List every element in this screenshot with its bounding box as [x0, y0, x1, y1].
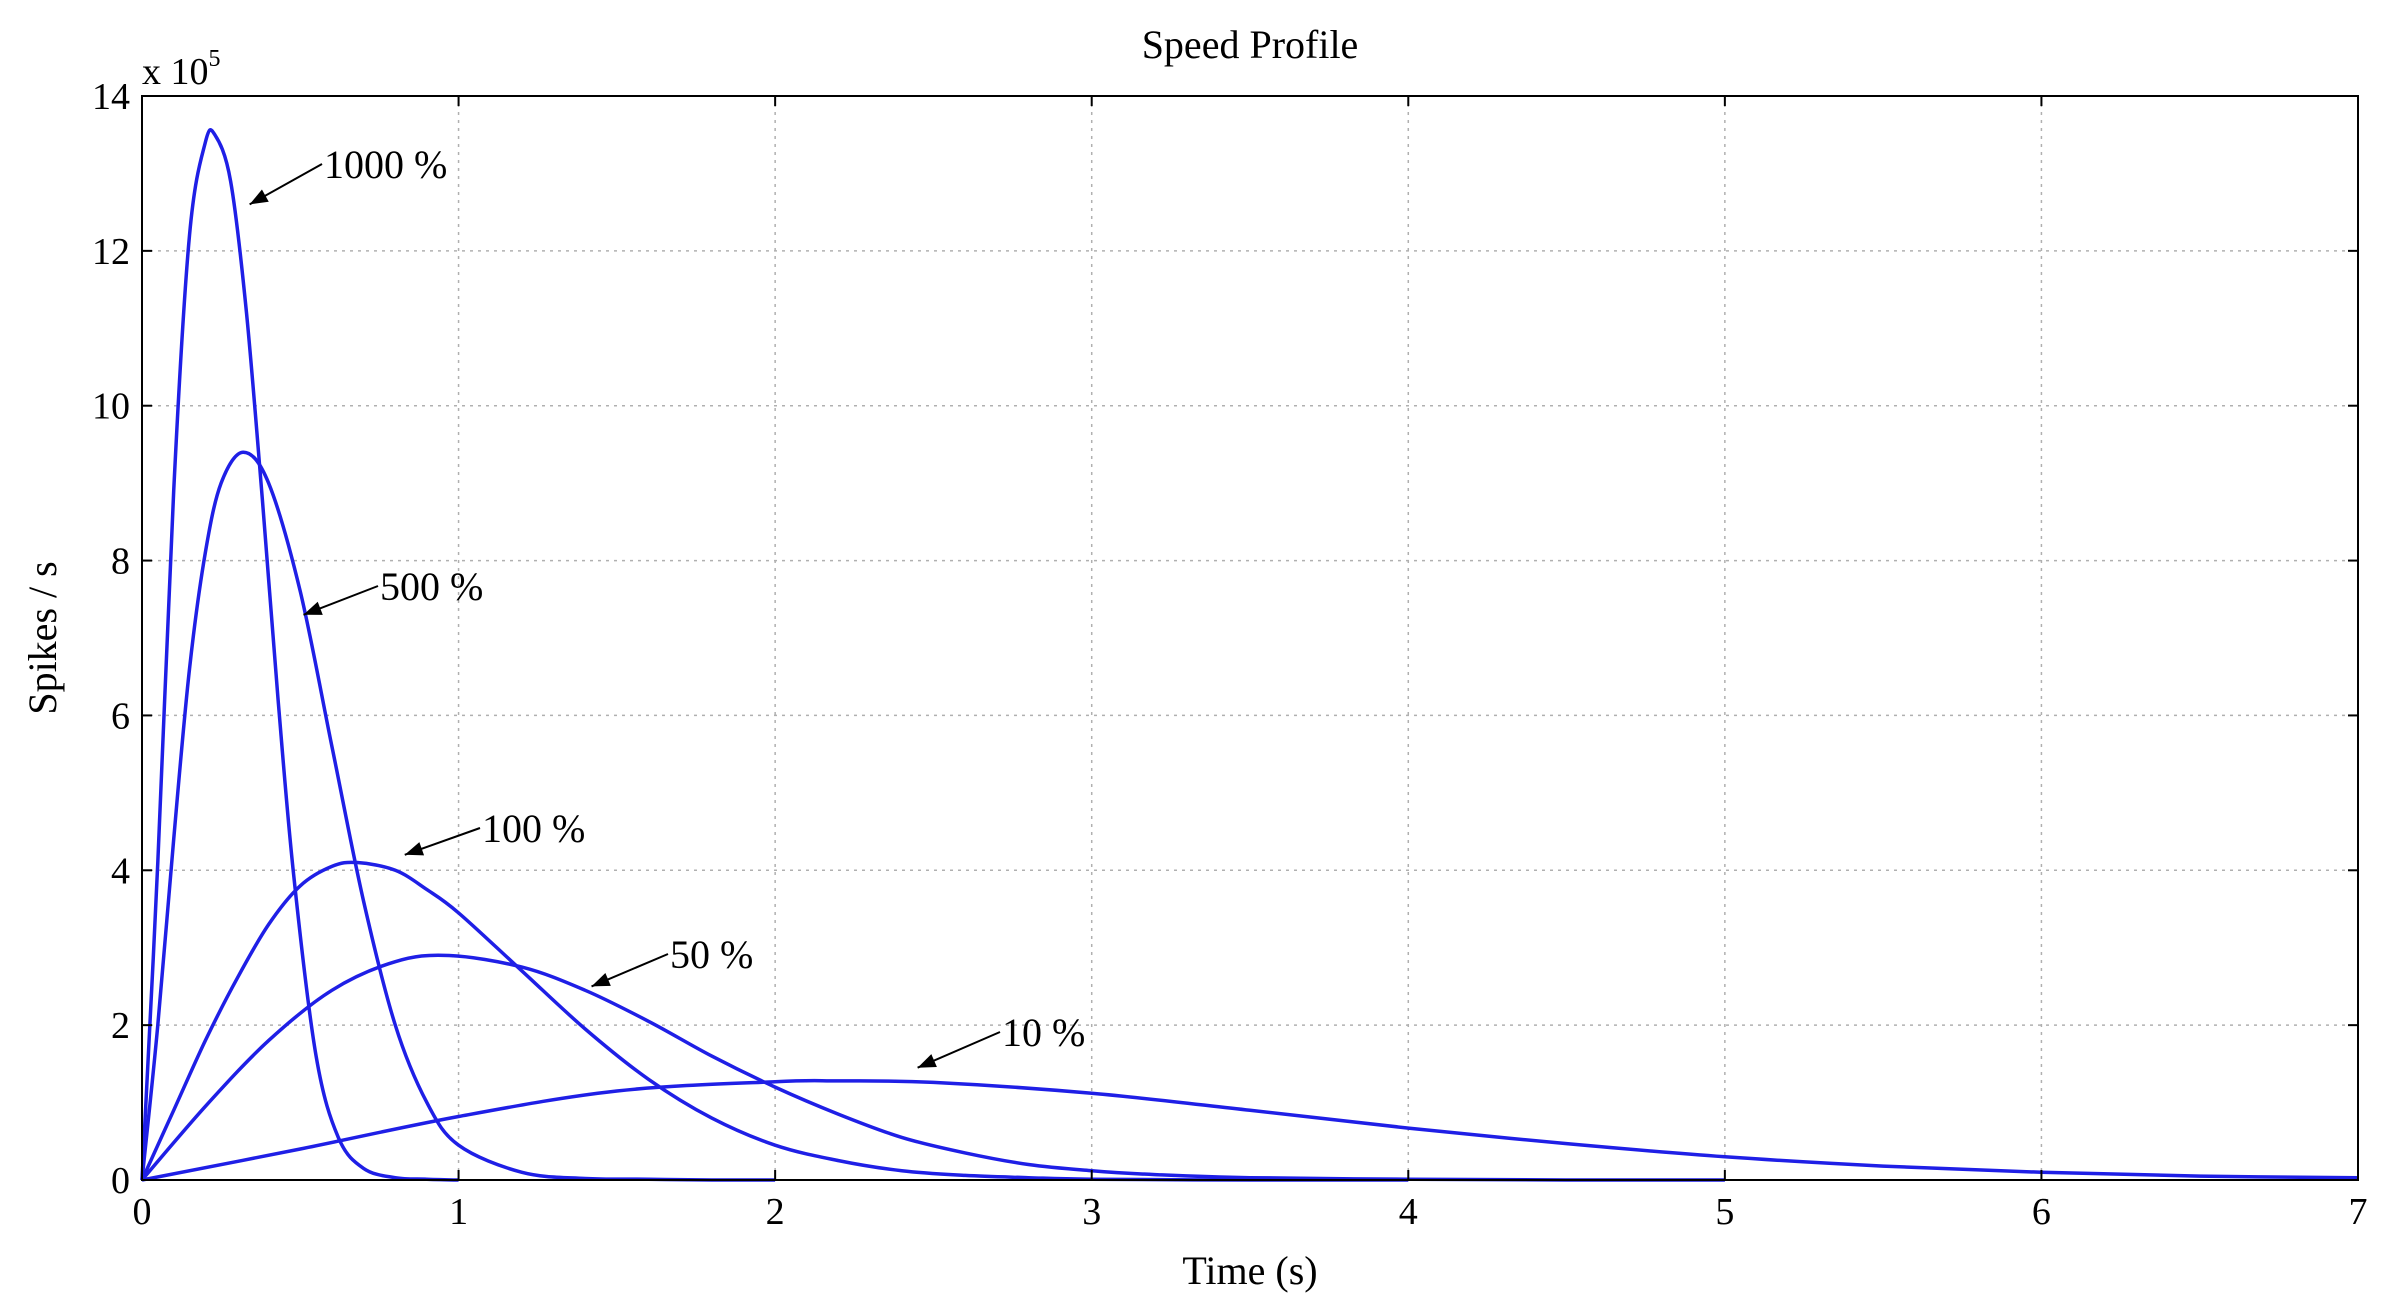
annotation-arrowhead [591, 972, 611, 987]
x-tick-label: 1 [449, 1191, 468, 1233]
grid-layer [142, 96, 2358, 1180]
y-axis-multiplier: x 105 [142, 46, 221, 93]
y-axis-label: Spikes / s [20, 561, 65, 714]
x-tick-label: 3 [1082, 1191, 1101, 1233]
annotation-label: 100 % [482, 806, 585, 851]
x-tick-label: 4 [1399, 1191, 1418, 1233]
y-tick-label: 0 [111, 1160, 130, 1202]
annotation-arrowhead [303, 601, 323, 615]
series-line-1000pct [140, 128, 459, 1182]
y-tick-label: 4 [111, 850, 130, 892]
x-tick-label: 5 [1715, 1191, 1734, 1233]
x-tick-label: 6 [2032, 1191, 2051, 1233]
y-tick-label: 8 [111, 541, 130, 583]
x-tick-label: 7 [2349, 1191, 2368, 1233]
y-tick-label: 2 [111, 1005, 130, 1047]
series-line-10pct [141, 1078, 2359, 1182]
y-tick-label: 10 [92, 386, 130, 428]
series-line-500pct [140, 450, 776, 1182]
annotation-arrowhead [249, 189, 269, 205]
annotation-label: 50 % [670, 932, 753, 977]
y-multiplier-exponent: 5 [209, 46, 221, 72]
y-tick-label: 6 [111, 695, 130, 737]
plot-frame [141, 95, 2359, 1181]
y-multiplier-base: x 10 [142, 51, 209, 93]
annotation-label: 10 % [1002, 1010, 1085, 1055]
y-tick-label: 14 [92, 76, 130, 118]
series-line-50pct [140, 953, 1725, 1182]
annotation-arrowhead [404, 842, 425, 856]
x-tick-label: 0 [133, 1191, 152, 1233]
series-line-100pct [140, 860, 1409, 1182]
annotation-label: 1000 % [324, 142, 447, 187]
chart-title: Speed Profile [1142, 22, 1359, 67]
x-axis-label: Time (s) [1182, 1248, 1317, 1293]
annotation-arrowhead [917, 1054, 937, 1068]
series-layer [140, 128, 2359, 1182]
y-tick-label: 12 [92, 231, 130, 273]
annotation-layer: 1000 % 500 % 100 % 50 % 10 % [249, 142, 1085, 1069]
annotation-label: 500 % [380, 564, 483, 609]
x-tick-label: 2 [766, 1191, 785, 1233]
